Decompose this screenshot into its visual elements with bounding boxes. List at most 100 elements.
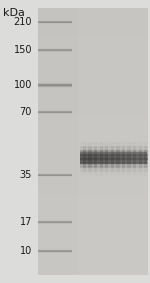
Bar: [138, 172, 140, 173]
Bar: [89, 154, 91, 155]
Bar: [128, 154, 130, 155]
Bar: [94, 170, 95, 171]
Bar: [94, 152, 95, 153]
Bar: [132, 154, 133, 155]
Bar: [104, 169, 105, 170]
Bar: [85, 143, 86, 144]
Bar: [138, 152, 139, 153]
Bar: [114, 160, 115, 161]
Bar: [137, 147, 138, 148]
Bar: [145, 171, 147, 172]
Bar: [92, 150, 93, 151]
Bar: [118, 167, 120, 168]
Bar: [110, 160, 111, 161]
Bar: [136, 163, 137, 164]
Bar: [106, 148, 108, 149]
Bar: [117, 174, 119, 175]
Bar: [82, 174, 84, 175]
Bar: [93, 159, 94, 160]
Bar: [122, 142, 124, 143]
Bar: [127, 155, 128, 156]
Bar: [111, 163, 112, 164]
Bar: [88, 152, 90, 153]
Bar: [82, 174, 84, 175]
Bar: [147, 143, 148, 144]
Bar: [85, 161, 86, 162]
Bar: [119, 159, 120, 160]
Bar: [84, 144, 86, 145]
Bar: [81, 154, 82, 155]
Bar: [134, 159, 135, 160]
Bar: [144, 174, 145, 175]
Bar: [92, 155, 93, 156]
Bar: [88, 146, 89, 147]
Bar: [138, 155, 139, 156]
Bar: [140, 154, 142, 155]
Bar: [102, 154, 103, 155]
Bar: [138, 163, 139, 164]
Bar: [108, 167, 109, 168]
Bar: [141, 152, 142, 153]
Bar: [128, 158, 130, 159]
Bar: [87, 168, 88, 169]
Bar: [116, 171, 117, 172]
Bar: [122, 148, 124, 149]
Bar: [145, 165, 147, 166]
Bar: [82, 165, 83, 166]
Bar: [136, 144, 137, 145]
Bar: [133, 164, 134, 165]
Bar: [85, 145, 86, 146]
Bar: [116, 154, 118, 155]
Bar: [95, 145, 97, 146]
Bar: [83, 154, 85, 155]
Bar: [126, 170, 127, 171]
Bar: [86, 159, 87, 160]
Bar: [83, 169, 85, 170]
Bar: [138, 160, 140, 161]
Bar: [96, 160, 98, 161]
Bar: [96, 153, 98, 154]
Bar: [111, 155, 112, 156]
Bar: [95, 166, 97, 167]
Bar: [122, 145, 123, 146]
Bar: [147, 141, 148, 142]
Bar: [137, 141, 138, 142]
Bar: [135, 146, 136, 147]
Bar: [111, 146, 113, 147]
Bar: [138, 154, 139, 155]
Bar: [133, 174, 134, 175]
Bar: [93, 147, 94, 148]
Bar: [93, 170, 94, 171]
Bar: [123, 141, 125, 142]
Bar: [116, 147, 118, 148]
Bar: [109, 171, 110, 172]
Bar: [127, 148, 128, 149]
Bar: [143, 159, 144, 160]
Bar: [90, 173, 91, 174]
Bar: [138, 171, 140, 172]
Bar: [128, 142, 129, 143]
Bar: [106, 145, 108, 146]
Bar: [123, 146, 125, 147]
Bar: [82, 169, 84, 170]
Bar: [100, 164, 102, 165]
Text: 150: 150: [14, 45, 32, 55]
Bar: [108, 157, 109, 158]
Bar: [108, 164, 109, 165]
Bar: [118, 147, 120, 148]
Bar: [118, 156, 120, 157]
Bar: [115, 170, 116, 171]
Bar: [143, 146, 144, 147]
Bar: [112, 157, 114, 158]
Bar: [82, 168, 84, 169]
Bar: [146, 143, 147, 144]
Bar: [92, 174, 93, 175]
Bar: [134, 168, 135, 169]
Bar: [114, 143, 115, 144]
Bar: [90, 167, 91, 168]
Bar: [136, 147, 137, 148]
Bar: [142, 146, 143, 147]
Bar: [140, 153, 142, 154]
Bar: [83, 142, 85, 143]
Bar: [119, 155, 120, 156]
